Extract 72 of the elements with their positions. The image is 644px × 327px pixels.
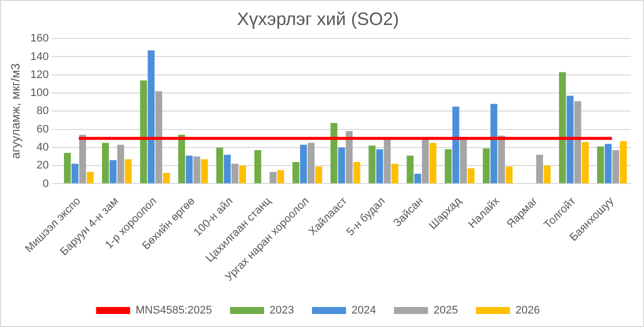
bar <box>582 142 589 184</box>
bar <box>277 170 284 184</box>
bar <box>384 138 391 184</box>
bar <box>86 172 94 184</box>
bar <box>338 147 345 184</box>
bar <box>292 162 300 184</box>
bar <box>124 159 132 184</box>
bar <box>308 142 315 184</box>
bar <box>72 164 78 184</box>
bar <box>216 147 224 184</box>
legend-label: 2026 <box>515 304 540 317</box>
bar <box>490 104 498 184</box>
bar <box>64 152 71 184</box>
bar <box>330 122 338 184</box>
y-tick-label: 60 <box>36 123 49 136</box>
bar <box>155 91 162 184</box>
bar <box>406 156 414 184</box>
bar <box>193 156 200 184</box>
bar <box>559 72 566 184</box>
y-axis-title: агууламж, мкг/м3 <box>8 63 23 159</box>
bar <box>620 141 627 184</box>
bar <box>201 159 208 184</box>
bar <box>300 144 307 184</box>
bar <box>162 172 170 184</box>
bar <box>422 138 429 184</box>
bar <box>79 134 86 184</box>
bar <box>315 166 322 184</box>
y-tick-label: 40 <box>36 141 49 154</box>
y-tick-label: 160 <box>30 32 49 45</box>
bar <box>566 96 574 184</box>
bar <box>102 142 109 184</box>
bar <box>368 146 376 184</box>
bar <box>254 150 262 184</box>
y-tick-label: 120 <box>30 68 49 81</box>
bar <box>376 149 384 184</box>
bar <box>506 166 513 184</box>
bar <box>178 134 186 184</box>
bar <box>612 150 620 184</box>
bar <box>430 142 436 184</box>
legend-label: 2024 <box>352 304 376 317</box>
bar <box>117 144 124 184</box>
bar <box>574 101 582 184</box>
y-tick-label: 0 <box>42 178 49 190</box>
y-tick-label: 100 <box>30 87 49 100</box>
legend-label: 2023 <box>270 304 294 317</box>
bar <box>186 156 193 184</box>
bar <box>270 172 276 184</box>
bar <box>148 50 155 184</box>
bar <box>536 154 544 184</box>
bar <box>468 168 474 184</box>
chart-title: Хүхэрлэг хий (SO2) <box>237 8 399 29</box>
legend-label: MNS4585:2025 <box>136 304 212 317</box>
legend-label: 2025 <box>433 304 458 317</box>
bar <box>482 148 490 184</box>
bar <box>604 144 612 184</box>
bar <box>597 146 604 184</box>
bar <box>414 174 422 184</box>
bar <box>498 136 505 184</box>
bar <box>452 106 460 184</box>
bar <box>353 162 360 184</box>
bar <box>232 164 238 184</box>
bar <box>391 164 398 184</box>
bar <box>224 154 231 184</box>
y-tick-label: 140 <box>30 50 49 63</box>
bar <box>239 166 246 184</box>
bar <box>110 160 116 184</box>
bar <box>460 138 467 184</box>
bar <box>140 80 147 184</box>
y-tick-label: 80 <box>36 105 49 118</box>
bar <box>544 166 551 184</box>
bar <box>444 149 452 184</box>
y-tick-label: 20 <box>36 160 49 172</box>
